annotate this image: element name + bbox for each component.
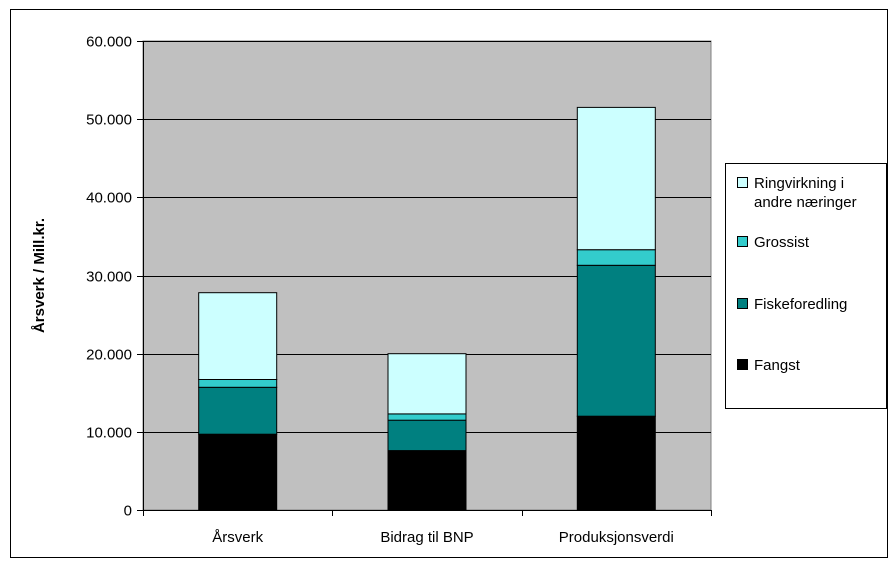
legend-box [725,163,887,409]
bar-1-0 [387,450,467,511]
x-tick-label-0: Årsverk [212,529,263,546]
legend: Ringvirkning i andre næringer Grossist Fisk… [725,163,887,409]
bar-0-2 [198,379,278,388]
legend-label-0-1: andre næringer [754,194,857,211]
legend-label-3-0: Fangst [754,357,801,374]
bar-0-3 [198,292,278,381]
y-tick-label-6: 60.000 [86,34,132,51]
bar-1-2 [387,413,467,421]
bars [198,106,656,511]
legend-swatch-0 [737,177,748,188]
x-tick-label-2: Produksjonsverdi [559,529,674,546]
y-tick-label-4: 40.000 [86,190,132,207]
y-tick-label-3: 30.000 [86,269,132,286]
legend-swatch-2 [737,298,748,309]
y-tick-label-5: 50.000 [86,112,132,129]
bar-1-1 [387,419,467,452]
bar-2-3 [576,106,656,251]
bar-1-3 [387,353,467,415]
legend-swatch-1 [737,236,748,247]
bar-2-2 [576,249,656,266]
y-axis-title: Årsverk / Mill.kr. [31,218,48,333]
bar-0-1 [198,386,278,435]
legend-label-2-0: Fiskeforedling [754,296,847,313]
legend-label-0-0: Ringvirkning i [754,175,844,192]
bar-2-0 [576,415,656,511]
legend-swatch-3 [737,359,748,370]
y-tick-label-0: 0 [124,503,132,520]
x-axis: Årsverk Bidrag til BNP Produksjonsverdi [143,510,712,546]
y-tick-label-1: 10.000 [86,425,132,442]
bar-0-0 [198,433,278,511]
bar-2-1 [576,264,656,417]
y-axis: 0 10.000 20.000 30.000 40.000 50.000 60.000 [86,34,144,520]
y-tick-label-2: 20.000 [86,347,132,364]
legend-label-1-0: Grossist [754,234,810,251]
x-tick-label-1: Bidrag til BNP [380,529,473,546]
